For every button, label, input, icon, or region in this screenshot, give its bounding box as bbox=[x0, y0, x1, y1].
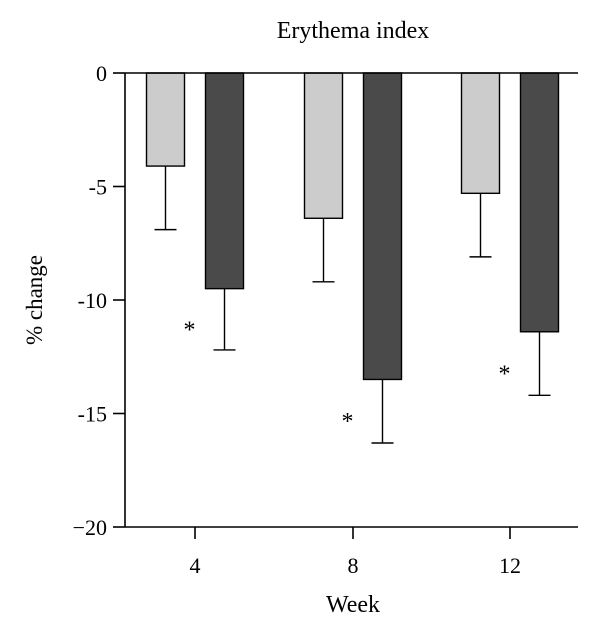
bar bbox=[145, 72, 186, 167]
bar bbox=[519, 72, 560, 333]
plot-area: 0 -5 -10 -15 −20 4 8 12 * * * bbox=[73, 61, 578, 578]
bar bbox=[303, 72, 344, 219]
x-tick-label: 4 bbox=[190, 553, 201, 578]
y-tick-label: -5 bbox=[89, 175, 107, 200]
bar bbox=[460, 72, 501, 195]
y-axis-label: % change bbox=[22, 255, 47, 345]
y-tick-label: −20 bbox=[73, 515, 107, 540]
x-axis-label: Week bbox=[326, 592, 380, 618]
significance-marker: * bbox=[499, 362, 511, 388]
x-tick-label: 8 bbox=[348, 553, 359, 578]
significance-marker: * bbox=[342, 409, 354, 435]
bar bbox=[204, 72, 245, 290]
y-tick-label: -10 bbox=[78, 288, 107, 313]
significance-marker: * bbox=[184, 317, 196, 343]
chart-title: Erythema index bbox=[277, 18, 430, 44]
y-tick-label: 0 bbox=[96, 61, 107, 86]
y-tick-label: -15 bbox=[78, 402, 107, 427]
x-tick-label: 12 bbox=[499, 553, 521, 578]
bar bbox=[362, 72, 403, 381]
